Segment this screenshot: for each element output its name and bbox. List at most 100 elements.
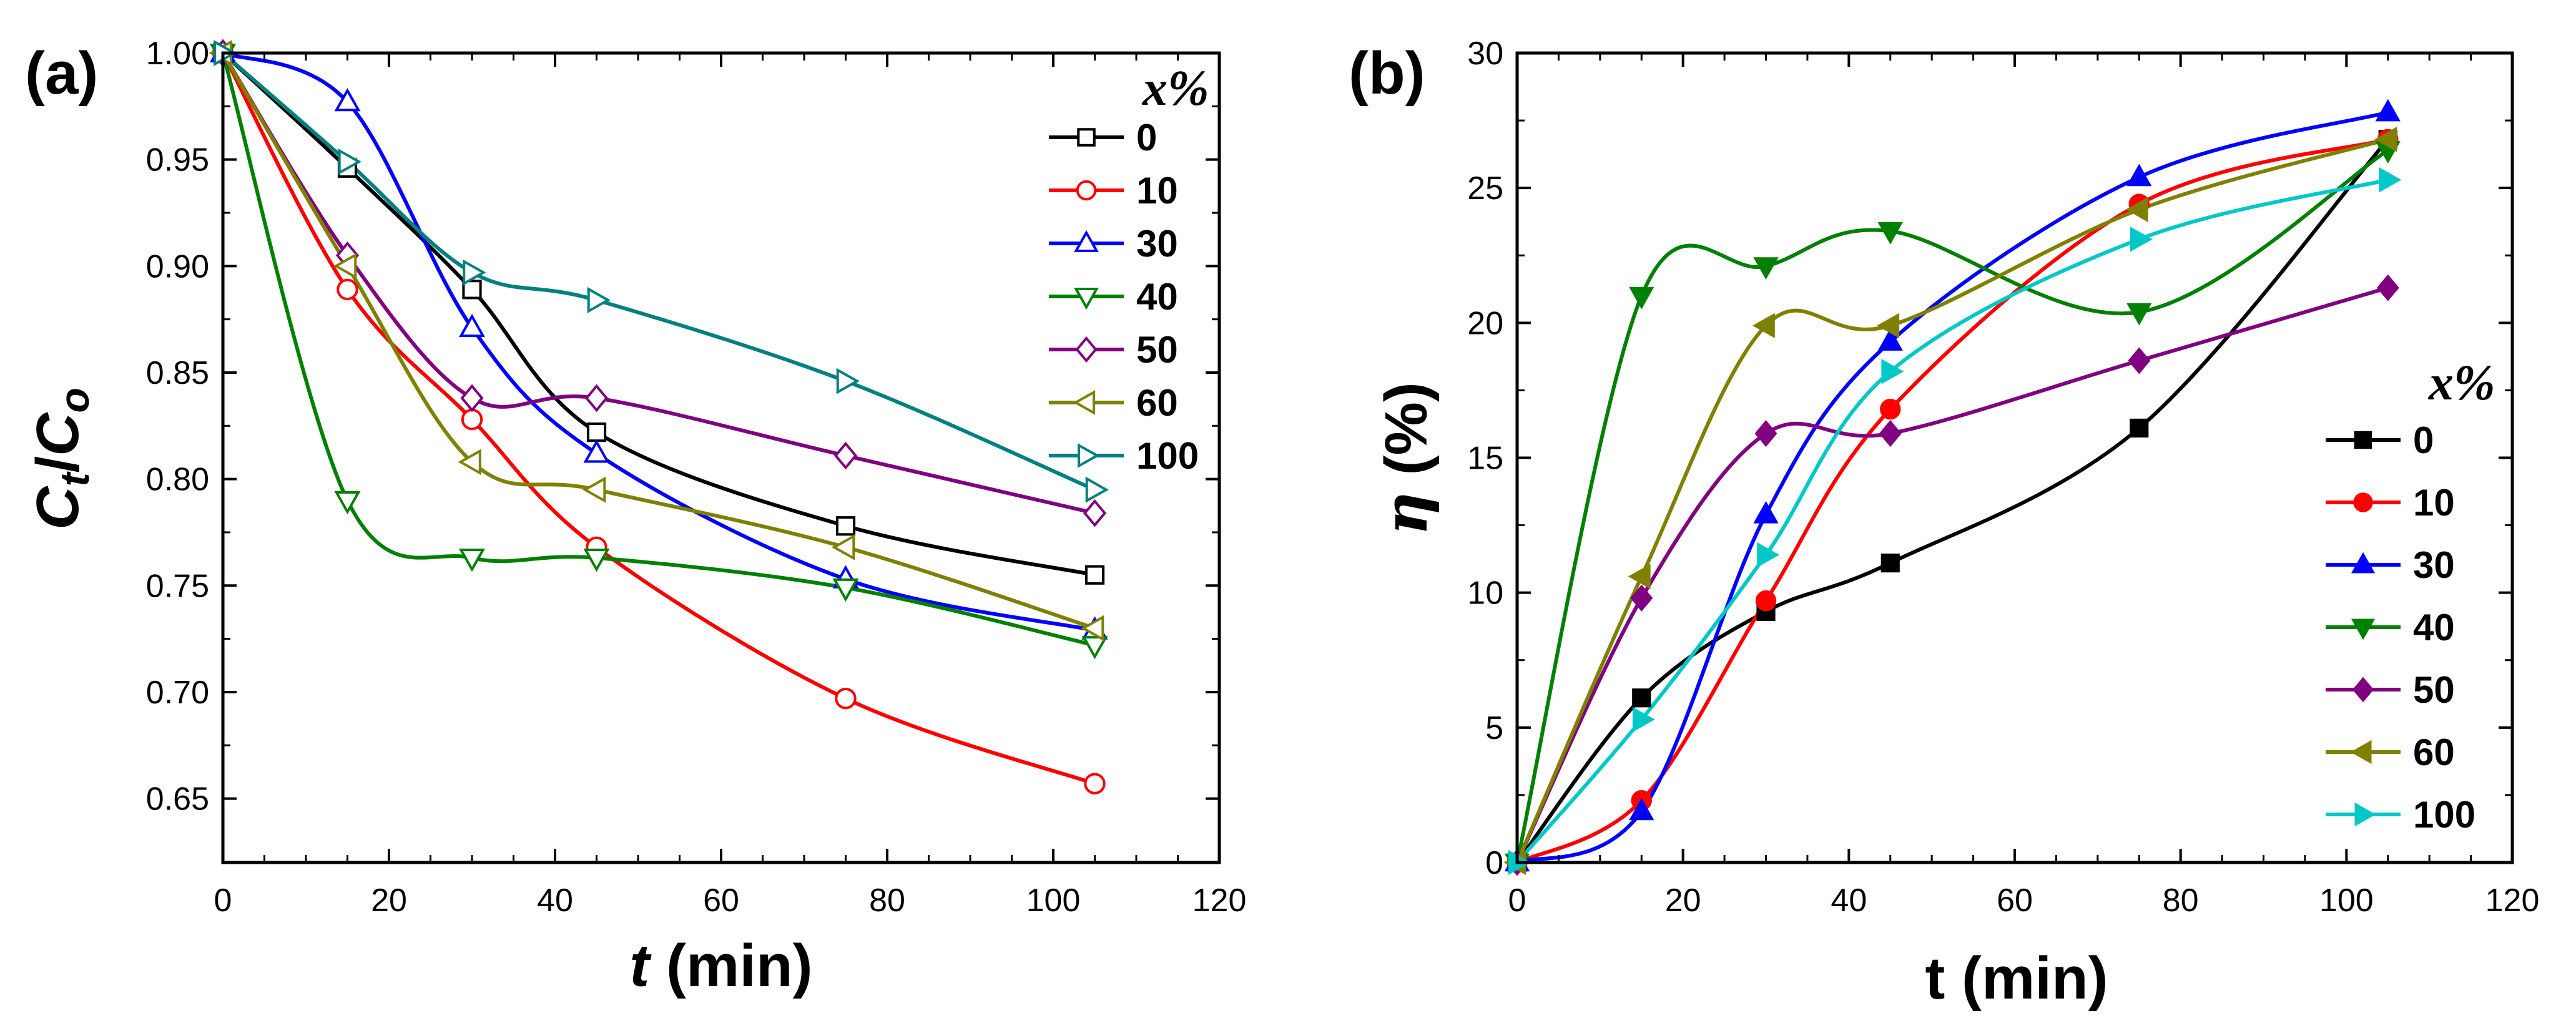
legend-label-50: 50 [2413, 669, 2455, 711]
y-tick-label: 0.85 [146, 355, 209, 391]
data-point-60-105 [1081, 615, 1104, 642]
data-point-100-45 [587, 286, 611, 313]
data-point-50-15 [1630, 584, 1653, 612]
data-point-50-75 [2128, 347, 2151, 374]
y-tick-label: 15 [1467, 441, 1503, 477]
data-point-50-30 [460, 384, 484, 413]
legend-label-100: 100 [2413, 794, 2475, 836]
data-point-100-105 [1085, 476, 1109, 503]
legend-marker-50 [2352, 677, 2374, 703]
legend-label-40: 40 [2413, 607, 2455, 648]
y-axis-title-unit: (%) [1373, 382, 1440, 492]
legend-label-100: 100 [1136, 435, 1199, 477]
y-tick-label: 0.70 [146, 675, 209, 711]
data-point-100-105 [2379, 167, 2402, 193]
series-line-30 [223, 53, 1096, 632]
data-point-0-15 [1632, 688, 1651, 708]
y-tick-label: 0.95 [146, 142, 209, 178]
x-tick-label: 40 [537, 882, 573, 919]
legend-label-10: 10 [1136, 170, 1178, 212]
series-line-60 [223, 53, 1096, 630]
panel-label: (b) [1349, 40, 1425, 107]
series-line-10 [1517, 137, 2389, 862]
data-point-50-30 [1754, 420, 1777, 447]
x-tick-label: 100 [2319, 882, 2374, 919]
data-point-0-30 [462, 280, 482, 300]
data-point-30-30 [1753, 501, 1779, 524]
legend-label-60: 60 [1136, 382, 1178, 424]
data-point-0-105 [1084, 565, 1105, 585]
data-point-100-15 [338, 149, 361, 175]
data-point-30-105 [2375, 99, 2401, 122]
legend-marker-0 [1077, 128, 1096, 147]
data-point-50-45 [1879, 420, 1902, 447]
data-point-0-75 [835, 516, 856, 536]
data-point-30-30 [458, 313, 486, 338]
data-point-10-75 [835, 687, 857, 710]
y-axis-title-part: / [24, 456, 91, 473]
data-point-100-30 [1757, 542, 1779, 568]
y-tick-label: 10 [1467, 575, 1503, 612]
series-line-10 [223, 53, 1096, 786]
data-point-0-75 [2130, 418, 2149, 438]
data-point-40-15 [334, 491, 361, 515]
legend-label-0: 0 [1136, 117, 1157, 159]
y-tick-label: 0.90 [146, 248, 209, 285]
data-point-40-15 [1629, 286, 1654, 310]
x-tick-label: 80 [2163, 882, 2199, 919]
series-markers [209, 39, 1109, 794]
y-axis-title: Ct/Co [24, 388, 97, 530]
data-point-0-45 [1880, 554, 1900, 573]
legend-label-30: 30 [2413, 544, 2455, 586]
data-point-10-30 [1755, 590, 1777, 612]
y-tick-label: 25 [1467, 170, 1503, 207]
data-point-30-15 [334, 88, 361, 112]
series-line-40 [223, 53, 1096, 647]
x-tick-label: 60 [703, 882, 739, 919]
data-point-40-75 [832, 578, 859, 602]
legend-marker-30 [1074, 230, 1099, 252]
y-tick-label: 1.00 [146, 36, 209, 72]
data-point-100-45 [1881, 359, 1904, 384]
legend-marker-10 [2353, 492, 2373, 512]
data-point-60-45 [583, 476, 606, 503]
y-axis-title-part: t [51, 471, 97, 486]
legend-label-60: 60 [2413, 731, 2455, 773]
data-point-100-75 [2130, 227, 2153, 252]
x-tick-label: 80 [869, 882, 905, 919]
legend-marker-100 [2354, 802, 2376, 827]
data-point-100-75 [836, 368, 860, 394]
legend-label-50: 50 [1136, 329, 1178, 371]
data-point-60-75 [2125, 197, 2148, 222]
y-tick-label: 0.65 [146, 781, 209, 818]
legend-marker-30 [2351, 552, 2376, 574]
legend-marker-60 [2350, 740, 2372, 765]
data-point-50-45 [584, 384, 609, 413]
series-line-50 [223, 53, 1096, 515]
data-point-60-75 [832, 534, 855, 560]
data-point-50-105 [2376, 274, 2399, 301]
x-tick-label: 20 [1665, 882, 1701, 919]
plot-frame [1515, 51, 2514, 864]
x-tick-label: 0 [1508, 882, 1526, 919]
data-point-40-30 [458, 549, 486, 572]
x-axis-title-unit: (min) [649, 932, 812, 999]
data-point-10-30 [461, 408, 483, 431]
y-tick-label: 0 [1485, 845, 1503, 881]
plot-frame [221, 51, 1221, 864]
data-point-30-45 [1877, 328, 1903, 351]
x-tick-label: 20 [371, 882, 407, 919]
data-point-40-75 [2126, 303, 2152, 326]
x-tick-label: 40 [1831, 882, 1867, 919]
data-point-50-75 [833, 441, 858, 470]
series-line-30 [1517, 110, 2389, 862]
data-point-30-15 [1629, 798, 1654, 821]
x-axis: 0 20 40 60 80 100 120 [1508, 53, 2539, 919]
y-tick-label: 0.75 [146, 568, 209, 604]
series-markers [1503, 99, 2402, 876]
y-axis-title-part: C [24, 412, 91, 456]
legend-marker-40 [2351, 618, 2376, 640]
legend-marker-0 [2354, 431, 2372, 449]
y-axis: 0 5 10 15 20 25 30 [1467, 36, 2512, 881]
